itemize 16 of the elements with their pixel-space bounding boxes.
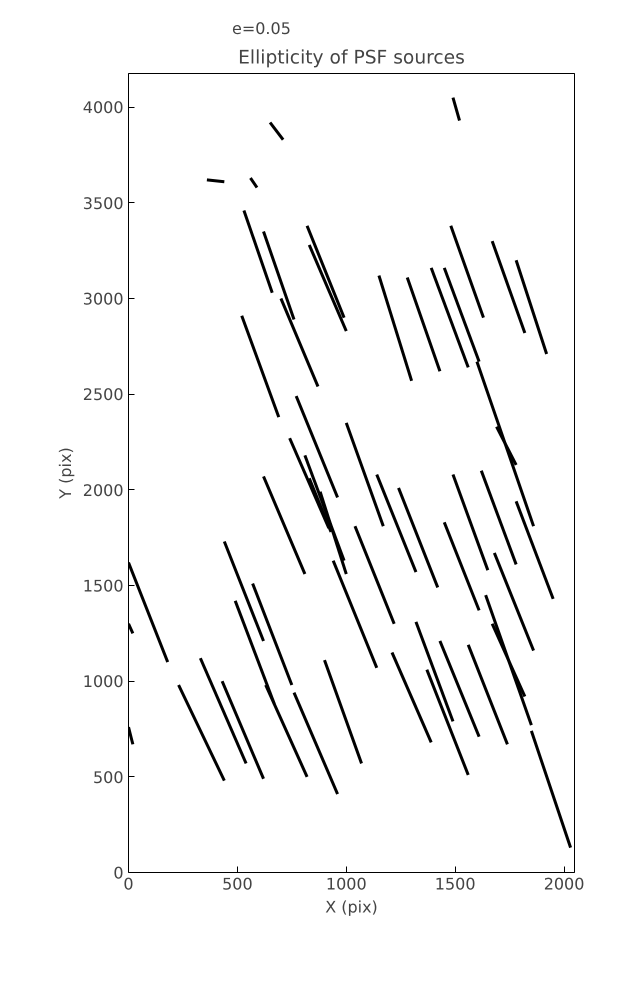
y-tick-label: 2500 xyxy=(82,385,124,404)
x-tick-label: 1500 xyxy=(434,874,476,894)
y-tick-label: 1500 xyxy=(82,576,124,596)
y-tick-label: 3500 xyxy=(82,194,124,213)
chart-title: Ellipticity of PSF sources xyxy=(238,48,465,68)
y-tick-label: 500 xyxy=(92,768,124,787)
y-tick-label: 4000 xyxy=(82,98,124,118)
y-tick-label: 3000 xyxy=(82,290,124,309)
y-tick-label: 1000 xyxy=(82,672,124,692)
text: e=0.05 xyxy=(232,18,291,38)
x-tick-label: 500 xyxy=(222,874,253,894)
x-axis-title: X (pix) xyxy=(325,898,378,916)
x-tick-label: 1000 xyxy=(326,874,367,894)
x-tick-label: 2000 xyxy=(544,874,584,894)
y-axis-title: Y (pix) xyxy=(56,447,75,500)
y-tick-label: 2000 xyxy=(82,480,124,500)
